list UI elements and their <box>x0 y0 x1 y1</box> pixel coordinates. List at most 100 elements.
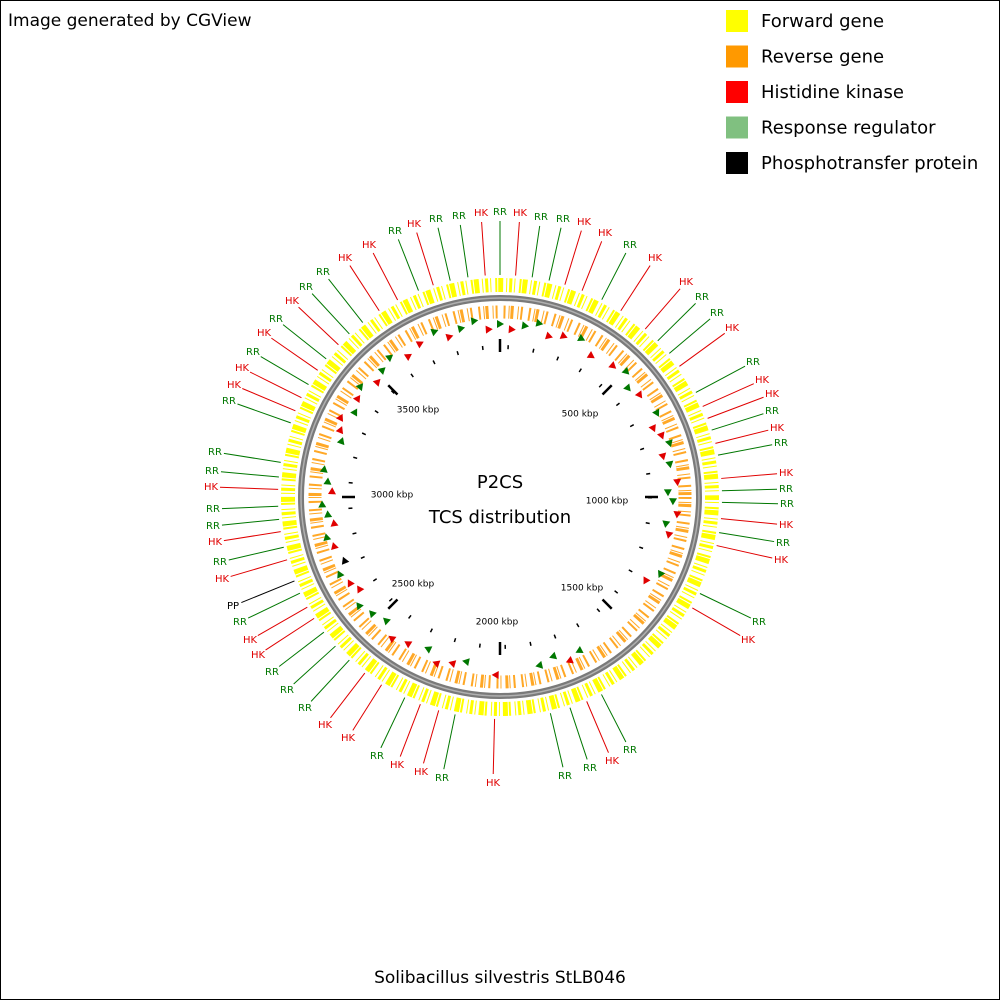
center-subtitle: TCS distribution <box>428 507 571 528</box>
feature-leader <box>548 227 562 281</box>
credit: Image generated by CGView <box>8 11 252 31</box>
feature-label: HK <box>474 208 489 219</box>
feature-marker <box>648 424 656 433</box>
feature-marker <box>658 569 666 578</box>
feature-leader <box>711 413 764 431</box>
feature-label: HK <box>414 767 429 778</box>
feature-leader <box>715 429 769 444</box>
feature-label: RR <box>280 685 294 696</box>
feature-leader <box>437 227 451 281</box>
feature-label: HK <box>257 328 272 339</box>
feature-marker <box>462 658 470 667</box>
feature-leader <box>695 365 746 393</box>
reverse-genes <box>308 305 692 689</box>
legend-swatch <box>726 116 748 139</box>
feature-label: HK <box>513 208 528 219</box>
feature-marker <box>549 651 558 660</box>
feature-label: RR <box>765 406 779 417</box>
feature-marker <box>445 333 454 342</box>
forward-genes <box>281 278 719 716</box>
feature-marker <box>545 331 553 340</box>
feature-leader <box>242 388 296 412</box>
feature-label: PP <box>227 601 239 612</box>
feature-leader <box>249 371 302 399</box>
feature-marker <box>335 426 344 435</box>
feature-marker <box>355 383 364 392</box>
feature-label: RR <box>556 214 570 225</box>
feature-label: RR <box>534 212 548 223</box>
feature-leader <box>515 221 520 276</box>
feature-leader <box>221 505 279 510</box>
feature-leader <box>223 452 281 463</box>
feature-marker <box>623 383 631 392</box>
feature-leader <box>310 659 350 702</box>
feature-label: RR <box>246 347 260 358</box>
feature-leader <box>492 718 496 775</box>
feature-marker <box>565 656 574 664</box>
feature-marker <box>357 585 365 594</box>
feature-marker <box>485 325 493 334</box>
feature-marker <box>665 531 674 539</box>
legend-swatch <box>726 45 748 68</box>
feature-leader <box>679 332 726 367</box>
feature-label: HK <box>741 635 756 646</box>
major-tick <box>601 384 613 396</box>
feature-marker <box>673 510 682 519</box>
feature-label: RR <box>493 207 507 218</box>
feature-label: HK <box>243 635 258 646</box>
feature-marker <box>352 394 361 404</box>
feature-leader <box>601 252 627 300</box>
feature-marker <box>663 489 672 497</box>
major-tick <box>601 598 613 610</box>
feature-leader <box>399 704 421 757</box>
legend-swatch <box>726 10 748 32</box>
feature-label: HK <box>227 380 242 391</box>
feature-label: HK <box>770 423 785 434</box>
feature-label: HK <box>204 482 219 493</box>
feature-leader <box>481 221 486 276</box>
feature-leader <box>721 501 779 505</box>
feature-marker <box>337 570 345 579</box>
feature-label: RR <box>370 751 384 762</box>
feature-leader <box>380 697 406 749</box>
feature-label: RR <box>316 267 330 278</box>
feature-marker <box>347 579 355 588</box>
feature-leader <box>223 531 281 542</box>
feature-leader <box>241 580 295 604</box>
feature-label: HK <box>407 219 422 230</box>
feature-marker <box>621 366 630 375</box>
feature-marker <box>652 408 660 417</box>
feature-leader <box>423 710 440 764</box>
tick-label: 3000 kbp <box>371 491 414 501</box>
feature-leader <box>531 225 541 278</box>
feature-leader <box>260 356 309 386</box>
feature-label: RR <box>206 521 220 532</box>
feature-label: RR <box>205 466 219 477</box>
feature-leader <box>282 324 327 360</box>
feature-marker <box>330 519 339 527</box>
feature-marker <box>448 660 457 668</box>
feature-leader <box>443 714 456 770</box>
feature-marker <box>324 510 333 518</box>
feature-leader <box>549 713 564 768</box>
feature-label: RR <box>780 499 794 510</box>
legend-swatch <box>726 152 748 174</box>
feature-marker <box>643 576 651 585</box>
feature-leader <box>372 252 399 301</box>
feature-marker <box>457 325 466 333</box>
feature-label: RR <box>206 504 220 515</box>
feature-leader <box>278 631 325 667</box>
feature-leader <box>228 546 284 561</box>
feature-leader <box>330 672 366 719</box>
backbone-highlight <box>300 297 700 697</box>
feature-marker <box>508 325 516 334</box>
feature-label: RR <box>299 282 313 293</box>
feature-leader <box>219 486 279 490</box>
feature-label: RR <box>695 292 709 303</box>
feature-label: RR <box>388 226 402 237</box>
feature-label: HK <box>338 253 353 264</box>
feature-label: RR <box>208 447 222 458</box>
feature-label: HK <box>765 389 780 400</box>
feature-label: HK <box>235 363 250 374</box>
feature-leader <box>719 532 775 543</box>
